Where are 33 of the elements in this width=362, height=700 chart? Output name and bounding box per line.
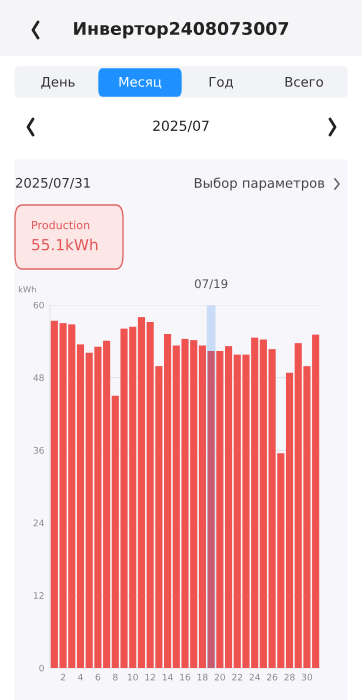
- text: День: [41, 77, 75, 89]
- text: Год: [210, 77, 233, 88]
- chart-subtitle: 2025/07: [153, 120, 209, 132]
- x-tick-label: 22: [232, 674, 242, 680]
- x-tick-label: 10: [128, 674, 138, 681]
- y-axis-title: kWh: [18, 286, 36, 292]
- x-tick-label: 8: [113, 674, 118, 681]
- x-tick-label: 16: [180, 674, 190, 681]
- x-tick-label: 2: [60, 674, 66, 680]
- text: Выбор параметров: [194, 178, 324, 190]
- x-tick-label: 12: [145, 674, 155, 680]
- text: Всего: [286, 77, 323, 87]
- chart-title: Инвертор2408073007: [74, 22, 288, 38]
- x-tick-label: 26: [267, 674, 278, 681]
- text: Production: [32, 220, 90, 230]
- x-tick-label: 30: [302, 674, 312, 681]
- y-tick-label: 24: [34, 520, 44, 526]
- y-tick-label: 60: [34, 302, 44, 309]
- x-tick-label: 6: [96, 674, 100, 681]
- x-tick-label: 4: [78, 674, 83, 680]
- text: 2025/07/31: [16, 178, 90, 189]
- y-tick-label: 36: [34, 446, 44, 454]
- y-tick-label: 0: [39, 664, 44, 672]
- text: Месяц: [119, 77, 162, 88]
- y-tick-label: 48: [33, 374, 44, 382]
- x-tick-label: 14: [162, 674, 173, 680]
- y-tick-label: 12: [34, 592, 44, 599]
- x-tick-label: 24: [250, 674, 260, 680]
- x-tick-label: 20: [214, 674, 225, 681]
- x-tick-label: 18: [198, 674, 208, 681]
- x-tick-label: 28: [284, 674, 295, 681]
- text: 55.1kWh: [32, 238, 98, 250]
- band-label: 07/19: [194, 279, 228, 290]
